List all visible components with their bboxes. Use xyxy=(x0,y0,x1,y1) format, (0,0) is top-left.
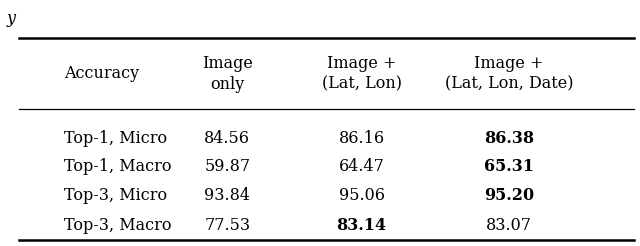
Text: 95.20: 95.20 xyxy=(484,187,534,204)
Text: 86.38: 86.38 xyxy=(484,130,534,148)
Text: Image +
(Lat, Lon): Image + (Lat, Lon) xyxy=(321,55,402,93)
Text: y: y xyxy=(6,10,15,27)
Text: 83.07: 83.07 xyxy=(486,216,532,234)
Text: Image
only: Image only xyxy=(202,55,253,93)
Text: Accuracy: Accuracy xyxy=(64,65,139,82)
Text: 77.53: 77.53 xyxy=(204,216,250,234)
Text: 84.56: 84.56 xyxy=(204,130,250,148)
Text: 86.16: 86.16 xyxy=(339,130,385,148)
Text: 95.06: 95.06 xyxy=(339,187,385,204)
Text: 83.14: 83.14 xyxy=(337,216,387,234)
Text: 93.84: 93.84 xyxy=(204,187,250,204)
Text: 65.31: 65.31 xyxy=(484,157,534,175)
Text: Image +
(Lat, Lon, Date): Image + (Lat, Lon, Date) xyxy=(445,55,573,93)
Text: 59.87: 59.87 xyxy=(204,157,250,175)
Text: 64.47: 64.47 xyxy=(339,157,385,175)
Text: Top-3, Macro: Top-3, Macro xyxy=(64,216,172,234)
Text: Top-3, Micro: Top-3, Micro xyxy=(64,187,167,204)
Text: Top-1, Micro: Top-1, Micro xyxy=(64,130,167,148)
Text: Top-1, Macro: Top-1, Macro xyxy=(64,157,172,175)
